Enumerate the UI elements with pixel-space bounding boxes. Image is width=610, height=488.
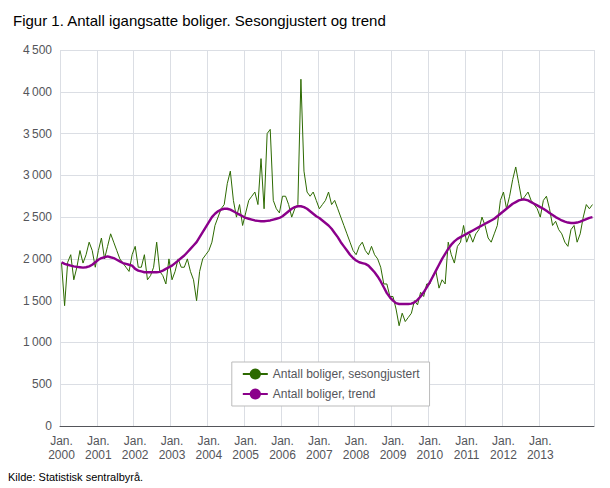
svg-text:Jan.: Jan. [87,434,110,448]
svg-text:Jan.: Jan. [198,434,221,448]
svg-text:2 500: 2 500 [23,210,52,224]
svg-text:2001: 2001 [85,448,112,462]
svg-text:2000: 2000 [48,448,75,462]
svg-text:Jan.: Jan. [529,434,552,448]
svg-text:2012: 2012 [490,448,517,462]
svg-text:4 500: 4 500 [23,43,52,57]
svg-text:2013: 2013 [527,448,554,462]
svg-text:Jan.: Jan. [271,434,294,448]
svg-text:Jan.: Jan. [492,434,515,448]
svg-text:2009: 2009 [380,448,407,462]
svg-text:Antall boliger, sesongjustert: Antall boliger, sesongjustert [273,367,420,381]
svg-text:Jan.: Jan. [50,434,73,448]
svg-text:Jan.: Jan. [308,434,331,448]
svg-text:Jan.: Jan. [234,434,257,448]
svg-text:1 000: 1 000 [23,335,52,349]
svg-text:Jan.: Jan. [418,434,441,448]
svg-text:2002: 2002 [122,448,149,462]
svg-text:2007: 2007 [306,448,333,462]
svg-text:Figur 1. Antall igangsatte bol: Figur 1. Antall igangsatte boliger. Seso… [13,12,386,29]
svg-text:Jan.: Jan. [455,434,478,448]
svg-text:Jan.: Jan. [124,434,147,448]
svg-text:3 500: 3 500 [23,127,52,141]
svg-text:0: 0 [45,419,52,433]
svg-text:Jan.: Jan. [382,434,405,448]
svg-text:2011: 2011 [454,448,480,462]
svg-text:2 000: 2 000 [23,252,52,266]
svg-text:2006: 2006 [269,448,296,462]
svg-text:Jan.: Jan. [161,434,184,448]
svg-text:1 500: 1 500 [23,294,52,308]
svg-text:2010: 2010 [416,448,443,462]
svg-text:2004: 2004 [195,448,222,462]
svg-text:2005: 2005 [232,448,259,462]
svg-text:2008: 2008 [343,448,370,462]
svg-text:Jan.: Jan. [345,434,368,448]
svg-text:2003: 2003 [159,448,186,462]
svg-text:4 000: 4 000 [23,85,52,99]
svg-text:Antall boliger, trend: Antall boliger, trend [273,387,376,401]
svg-text:500: 500 [32,377,52,391]
svg-text:3 000: 3 000 [23,168,52,182]
svg-text:Kilde: Statistisk sentralbyrå.: Kilde: Statistisk sentralbyrå. [8,471,143,483]
